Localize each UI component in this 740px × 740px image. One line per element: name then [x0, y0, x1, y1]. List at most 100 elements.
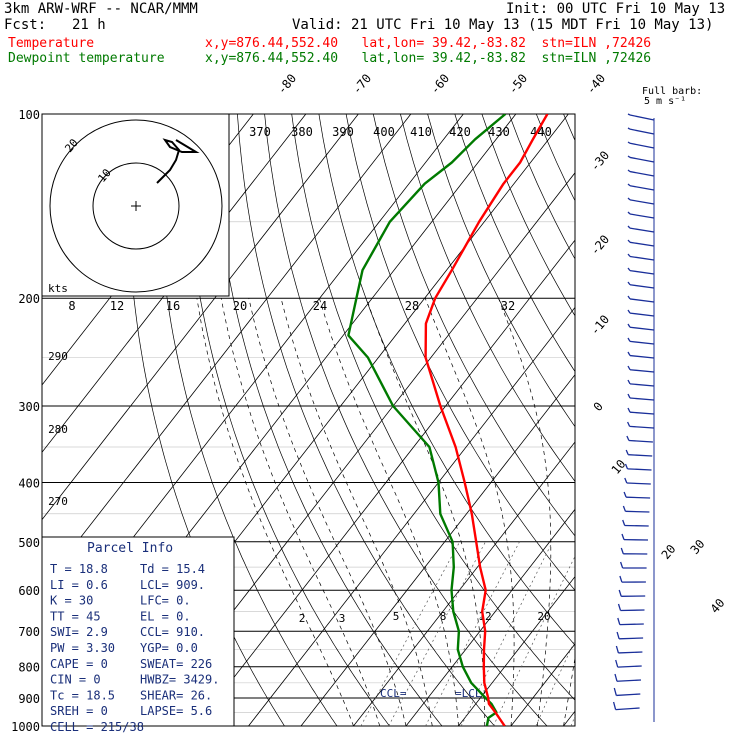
parcel-row-right: YGP= 0.0	[140, 641, 198, 655]
isotherm-line	[42, 114, 359, 521]
isotherm-label: 0	[591, 399, 606, 414]
wind-barb-flag	[618, 589, 622, 597]
wind-barb	[624, 524, 649, 527]
wind-barb	[629, 425, 654, 429]
parcel-row-left: LI = 0.6	[50, 578, 108, 592]
wind-barb-flag	[617, 603, 622, 611]
mixing-ratio-line	[425, 541, 520, 726]
wind-barb	[629, 269, 655, 275]
isotherm-line	[563, 710, 575, 726]
isotherm-line	[353, 441, 575, 726]
mixing-ratio-label-upper: 12	[110, 299, 124, 313]
wind-barb-flag	[627, 183, 631, 187]
pressure-label-1000: 1000	[11, 720, 40, 734]
dry-adiabat	[563, 114, 575, 142]
pressure-label-600: 600	[18, 584, 40, 598]
wind-barb	[627, 468, 652, 471]
parcel-row-left: SREH = 0	[50, 704, 108, 718]
wind-barb-flag	[627, 379, 631, 385]
parcel-row-left: Tc = 18.5	[50, 688, 115, 702]
parcel-row-right: Td = 15.4	[140, 562, 205, 576]
moist-adiabat	[366, 298, 486, 726]
wind-barb-flag	[627, 253, 631, 257]
isotherm-line	[195, 239, 575, 726]
wind-barb-flag	[619, 575, 623, 583]
isotherm-label: -30	[588, 148, 613, 174]
parcel-box-frame	[41, 536, 235, 727]
wind-barb-flag	[613, 687, 617, 696]
mixing-ratio-label-upper: 28	[405, 299, 419, 313]
temperature-profile-line	[424, 114, 549, 726]
dry-adiabat	[591, 114, 740, 726]
mixing-ratio-label-lower: 12	[478, 610, 491, 623]
wind-barb-flag	[627, 351, 631, 356]
wind-barb	[629, 284, 655, 289]
dry-adiabat	[481, 114, 575, 317]
mixing-ratio-label-lower: 20	[537, 610, 550, 623]
dry-adiabat	[264, 114, 548, 726]
wind-barb-flag	[627, 197, 631, 201]
wind-barb-flag	[627, 211, 631, 215]
theta-label-left: 280	[48, 423, 68, 436]
wind-barb-flag	[627, 421, 631, 427]
pressure-label-100: 100	[18, 108, 40, 122]
theta-label: 380	[291, 125, 313, 139]
isotherm-label: -10	[588, 312, 613, 338]
wind-barb	[629, 312, 655, 317]
wind-barb	[616, 679, 642, 682]
wind-barb-flag	[627, 309, 631, 314]
mixing-ratio-label-upper: 16	[166, 299, 180, 313]
parcel-title: Parcel Info	[87, 541, 173, 556]
moist-adiabat	[280, 298, 433, 726]
parcel-row-right: EL = 0.	[140, 609, 191, 623]
isotherm-label: 10	[609, 457, 629, 477]
theta-label: 430	[488, 125, 510, 139]
wind-barb	[619, 637, 644, 640]
wind-barb-flag	[625, 449, 629, 455]
wind-barb-flag	[612, 701, 617, 710]
dry-adiabat	[727, 114, 740, 726]
moist-adiabat	[498, 298, 552, 726]
dewpoint-profile-line	[347, 114, 507, 726]
isotherm-label: -40	[584, 71, 609, 97]
init-time: Init: 00 UTC Fri 10 May 13	[506, 1, 726, 17]
model-title: 3km ARW-WRF -- NCAR/MMM	[4, 1, 198, 17]
wind-barb-flag	[626, 435, 630, 441]
wind-barb	[626, 496, 651, 499]
ccl-label: CCL=	[380, 687, 407, 700]
dry-adiabat	[291, 114, 575, 701]
pressure-label-700: 700	[18, 625, 40, 639]
dry-adiabat	[454, 114, 575, 373]
parcel-row-right: HWBZ= 3429.	[140, 673, 219, 687]
barb-legend-line2: 5 m s⁻¹	[644, 96, 686, 107]
pressure-label-900: 900	[18, 692, 40, 706]
parcel-row-left: CIN = 0	[50, 673, 101, 687]
hodograph-trace	[156, 138, 200, 184]
wind-barb-flag	[627, 393, 631, 399]
mixing-ratio-line	[535, 639, 575, 726]
moist-adiabat	[563, 655, 575, 726]
dry-adiabat	[345, 114, 575, 591]
parcel-row-right: SHEAR= 26.	[140, 688, 212, 702]
wind-barb-flag	[627, 365, 631, 371]
wind-barb-flag	[627, 225, 631, 229]
wind-barb	[629, 114, 655, 121]
dry-adiabat	[155, 114, 338, 726]
wind-barb	[629, 397, 655, 401]
mixing-ratio-label-lower: 3	[339, 612, 346, 625]
wind-barb-flag	[627, 127, 631, 130]
parcel-row-left: K = 30	[50, 594, 93, 608]
wind-barb	[629, 156, 655, 163]
wind-barb-flag	[616, 631, 620, 639]
mixing-ratio-label-upper: 24	[313, 299, 327, 313]
parcel-row-left: TT = 45	[50, 609, 101, 623]
hodograph-units: kts	[48, 282, 68, 295]
wind-barb	[629, 170, 655, 177]
isotherm-line	[669, 114, 740, 726]
parcel-row-right: LCL= 909.	[140, 578, 205, 592]
isotherm-label: -60	[428, 71, 453, 97]
mixing-ratio-label-lower: 8	[440, 610, 447, 623]
isotherm-label: -70	[350, 71, 375, 97]
